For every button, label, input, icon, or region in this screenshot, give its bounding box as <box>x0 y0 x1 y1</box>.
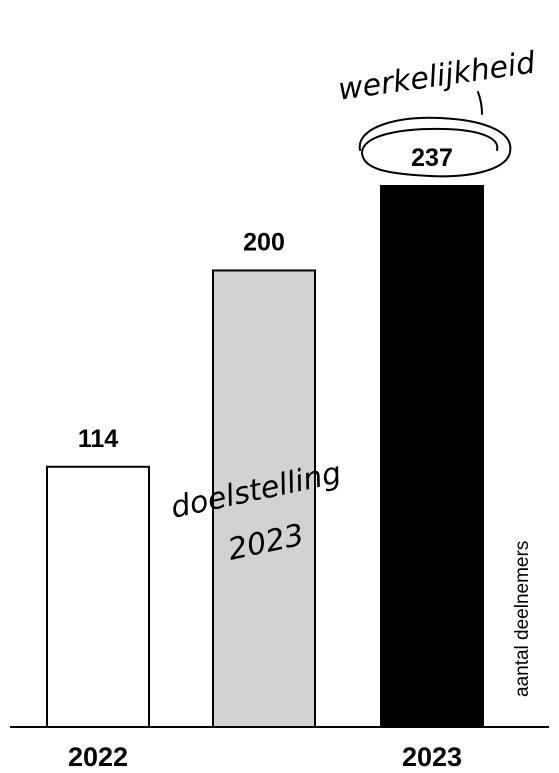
value-label-2022: 114 <box>78 425 118 453</box>
annotation-circle-scribble <box>358 116 512 178</box>
category-labels-group: 2022 2023 <box>68 742 462 772</box>
value-label-target-2023: 200 <box>243 228 285 256</box>
bar-target-2023 <box>212 269 316 728</box>
x-tick-label-2023: 2023 <box>402 742 462 772</box>
x-tick-label-2022: 2022 <box>68 742 128 772</box>
bar-2022 <box>46 465 150 728</box>
bar-2023 <box>380 185 484 728</box>
annotation-actual: werkelijkheid <box>336 45 538 107</box>
value-labels-group: 114 200 237 <box>78 144 453 453</box>
value-label-2023: 237 <box>411 144 453 172</box>
annotation-connector-stroke <box>477 91 483 115</box>
bars-group <box>46 185 484 728</box>
y-axis-label: aantal deelnemers <box>512 541 533 697</box>
